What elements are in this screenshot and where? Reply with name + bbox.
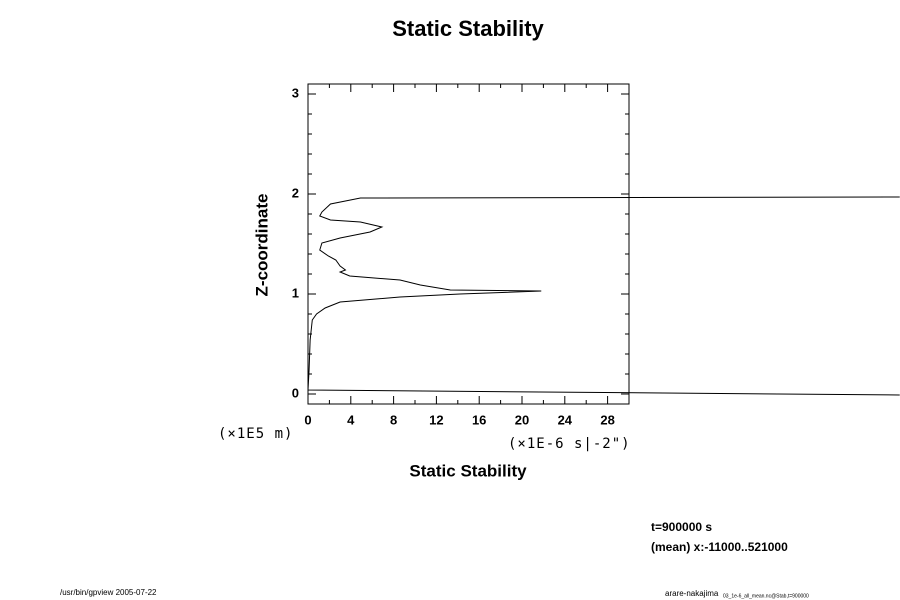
x-tick-label: 8 bbox=[390, 412, 397, 427]
x-tick-label: 16 bbox=[472, 412, 486, 427]
x-tick-label: 24 bbox=[558, 412, 573, 427]
y-tick-label: 3 bbox=[292, 85, 299, 100]
annotation: (mean) x:-11000..521000 bbox=[651, 540, 788, 554]
data-line bbox=[307, 196, 900, 396]
y-axis-label: Z-coordinate bbox=[252, 194, 271, 297]
footer-right: arare-nakajima bbox=[665, 589, 719, 598]
y-tick-label: 0 bbox=[292, 385, 299, 400]
x-tick-label: 0 bbox=[304, 412, 311, 427]
y-unit: (×1E5 m) bbox=[218, 426, 293, 442]
plot-frame bbox=[307, 83, 630, 405]
footer-left: /usr/bin/gpview 2005-07-22 bbox=[60, 588, 157, 597]
y-tick-label: 1 bbox=[292, 285, 299, 300]
x-tick-label: 12 bbox=[429, 412, 443, 427]
x-tick-label: 20 bbox=[515, 412, 529, 427]
x-axis-label: Static Stability bbox=[409, 461, 527, 480]
y-tick-label: 2 bbox=[292, 185, 299, 200]
annotation: t=900000 s bbox=[651, 520, 712, 534]
footer-right-suffix: 03_1e-6_all_mean.nc@Stab,t=900000 bbox=[723, 593, 809, 599]
x-unit: (×1E-6 s|-2") bbox=[508, 436, 631, 452]
x-tick-label: 28 bbox=[600, 412, 614, 427]
chart-title: Static Stability bbox=[392, 16, 544, 41]
x-tick-label: 4 bbox=[347, 412, 355, 427]
